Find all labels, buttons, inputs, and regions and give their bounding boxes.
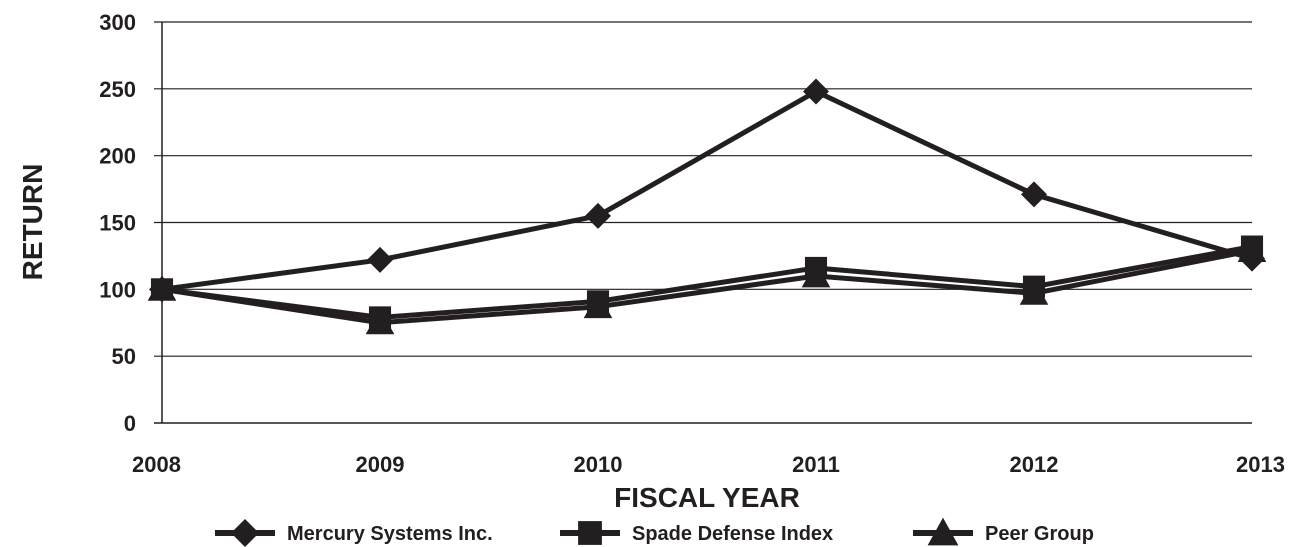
x-tick-label: 2011 [792,452,840,477]
data-point-square [586,290,610,313]
y-tick-label: 250 [99,77,136,102]
legend-item: Spade Defense Index [560,521,833,545]
y-axis-tick-labels: 0 50 100 150 200 250 300 [99,10,136,436]
y-axis-title: RETURN [17,164,48,281]
series-line [161,89,1253,292]
y-tick-label: 0 [124,411,136,436]
data-point-square [804,256,828,279]
legend: Mercury Systems Inc. Spade Defense Index P… [215,517,1094,547]
data-point-diamond [1021,181,1047,208]
legend-label: Mercury Systems Inc. [287,523,493,545]
x-tick-label: 2009 [356,452,405,477]
y-tick-label: 50 [112,344,136,369]
y-tick-label: 200 [99,144,136,169]
data-point-diamond [803,78,829,105]
data-point-square [368,306,392,329]
legend-marker-square [578,521,602,545]
legend-label: Peer Group [985,523,1094,545]
x-tick-label: 2010 [574,452,623,477]
series-square [150,235,1264,329]
data-point-diamond [367,246,393,273]
series-diamond [149,78,1265,303]
x-tick-label: 2012 [1010,452,1059,477]
data-point-diamond [1239,245,1265,272]
x-axis-title: FISCAL YEAR [614,482,800,513]
legend-item: Mercury Systems Inc. [215,519,493,547]
grid-lines [154,21,1252,357]
x-tick-label: 2008 [132,452,181,477]
legend-item: Peer Group [913,517,1094,546]
series-lines [147,78,1267,335]
x-axis-tick-labels: 2008 2009 2010 2011 2012 2013 [132,452,1285,477]
y-tick-label: 100 [99,277,136,302]
y-tick-label: 150 [99,211,136,236]
legend-marker-diamond [231,519,259,547]
y-tick-label: 300 [99,10,136,35]
x-tick-label: 2013 [1236,452,1285,477]
data-point-diamond [585,202,611,229]
data-point-square [1022,275,1046,298]
axes [154,22,1252,424]
series-line [161,244,1253,320]
series-line [161,248,1253,326]
legend-marker-triangle [927,517,959,546]
legend-label: Spade Defense Index [632,523,833,545]
